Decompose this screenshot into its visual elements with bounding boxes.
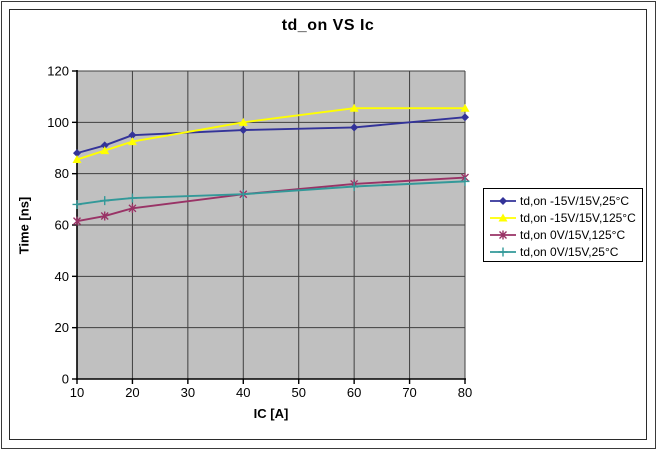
marker-diamond [73, 149, 81, 158]
marker-star [499, 230, 507, 239]
marker-triangle [460, 103, 470, 112]
chart-title: td_on VS Ic [281, 17, 375, 34]
x-tick-label: 20 [125, 385, 139, 400]
series-line [76, 180, 466, 206]
marker-diamond [128, 131, 137, 140]
legend-item: td,on -15V/15V,25°C [489, 192, 642, 209]
marker-triangle [127, 137, 137, 146]
legend-swatch [490, 247, 516, 256]
y-tick-label: 40 [55, 269, 69, 284]
marker-triangle [498, 213, 508, 221]
x-tick-label: 50 [291, 385, 305, 400]
marker-plus [238, 189, 248, 199]
x-tick-label: 60 [347, 385, 361, 400]
marker-diamond [499, 196, 507, 205]
marker-diamond [100, 141, 109, 150]
y-axis-label: Time [ns] [16, 196, 32, 255]
series-line [76, 107, 465, 161]
marker-triangle [100, 146, 110, 155]
x-tick-label: 70 [402, 385, 416, 400]
x-axis-label: IC [A] [253, 406, 289, 421]
marker-plus [100, 196, 110, 206]
x-tick-label: 10 [70, 385, 84, 400]
marker-star [73, 216, 81, 226]
x-tick-label: 80 [458, 385, 472, 400]
series-line [76, 176, 466, 223]
legend-item: td,on 0V/15V,25°C [489, 243, 642, 260]
marker-diamond [461, 113, 469, 122]
legend-swatch [490, 230, 516, 239]
legend-label: td,on 0V/15V,125°C [520, 227, 626, 242]
y-tick-label: 0 [62, 372, 69, 387]
legend-item: td,on 0V/15V,125°C [489, 226, 642, 243]
legend-label: td,on -15V/15V,25°C [520, 193, 630, 208]
legend-label: td,on -15V/15V,125°C [520, 210, 636, 225]
marker-plus [460, 176, 470, 186]
y-tick-label: 100 [47, 115, 69, 130]
marker-triangle [238, 117, 248, 126]
chart-frame: td_on VS Ic 10 20 30 40 50 60 70 80 0 20 40 60 80 100… [9, 9, 647, 440]
y-tick-label: 60 [55, 218, 69, 233]
marker-plus [72, 199, 82, 209]
y-tick-label: 20 [55, 320, 69, 335]
x-tick-label: 40 [236, 385, 250, 400]
legend-label: td,on 0V/15V,25°C [520, 244, 619, 259]
marker-star [100, 211, 109, 221]
marker-star [128, 203, 137, 213]
y-tick-label: 120 [47, 64, 69, 79]
marker-triangle [72, 155, 82, 164]
plot-area: 10 20 30 40 50 60 70 80 0 20 40 60 80 100 120 [47, 64, 472, 401]
marker-diamond [350, 123, 359, 132]
legend-swatch [490, 196, 516, 205]
marker-plus [127, 193, 137, 203]
y-tick-label: 80 [55, 166, 69, 181]
marker-plus [349, 182, 359, 191]
legend-item: td,on -15V/15V,125°C [489, 209, 642, 226]
marker-triangle [349, 103, 359, 112]
legend-swatch [490, 213, 516, 221]
x-tick-label: 30 [181, 385, 195, 400]
legend: td,on -15V/15V,25°C td,on -15V/15V,125°C t… [483, 188, 643, 262]
marker-plus [498, 247, 508, 256]
